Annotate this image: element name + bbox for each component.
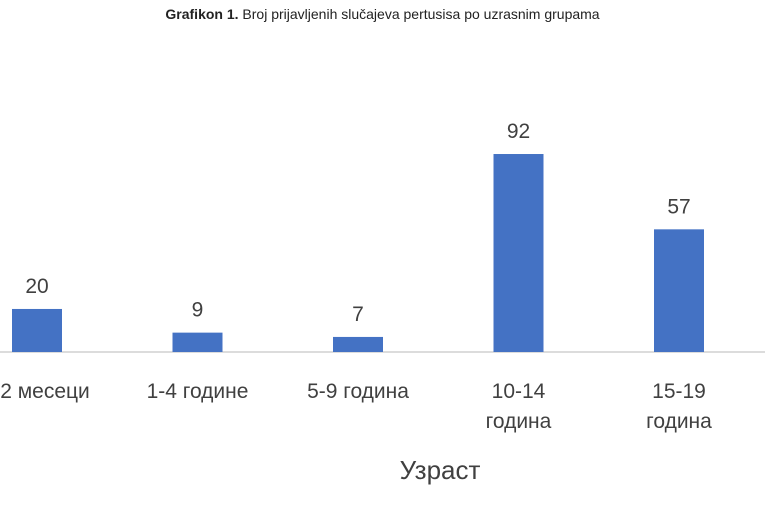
x-tick-label: 1-4 године	[146, 380, 249, 403]
value-label: 7	[352, 303, 364, 326]
value-label: 57	[667, 195, 690, 218]
x-tick-label: 15-19 година	[646, 380, 712, 433]
value-label: 9	[192, 299, 204, 322]
x-tick-label: 10-14 година	[485, 380, 552, 433]
x-tick-label: 2 месеци	[0, 380, 90, 403]
bar	[654, 229, 704, 352]
chart-title-block: Grafikon 1. Broj prijavljenih slučajeva …	[0, 6, 765, 22]
chart-title: Broj prijavljenih slučajeva pertusisa po…	[242, 6, 600, 22]
x-axis-label: Узраст	[399, 455, 481, 485]
x-tick-label: 5-9 година	[307, 380, 409, 403]
bar	[493, 154, 544, 352]
bar	[172, 332, 223, 352]
figure-label: Grafikon 1.	[165, 6, 239, 22]
bar	[333, 336, 383, 352]
value-label: 20	[25, 275, 48, 298]
value-label: 92	[507, 120, 530, 143]
bar	[12, 308, 62, 352]
